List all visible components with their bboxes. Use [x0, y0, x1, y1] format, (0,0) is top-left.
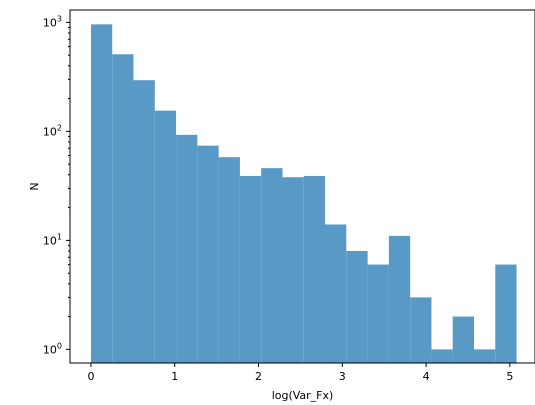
y-tick-exponent: 0	[57, 341, 62, 350]
x-tick-label: 0	[87, 370, 94, 383]
histogram-bar	[452, 316, 475, 363]
y-tick-exponent: 2	[57, 123, 62, 132]
histogram-bar	[431, 349, 453, 363]
histogram-bar	[239, 175, 262, 363]
histogram-bar	[218, 157, 240, 363]
y-tick-label: 101	[43, 232, 62, 247]
histogram-bar	[474, 349, 496, 363]
bars-group	[90, 24, 517, 364]
histogram-bar	[495, 264, 517, 363]
x-tick-label: 3	[339, 370, 346, 383]
x-axis-ticks: 0 1 2 3 4 5	[87, 363, 513, 383]
y-tick-exponent: 3	[57, 14, 62, 23]
histogram-bar	[282, 177, 304, 363]
histogram-bar	[346, 250, 368, 363]
y-tick-base: 10	[43, 234, 57, 247]
histogram-bar	[154, 110, 177, 364]
histogram-bar	[90, 24, 113, 364]
x-tick-label: 4	[423, 370, 430, 383]
histogram-bar	[112, 54, 134, 364]
histogram-bar	[261, 168, 283, 363]
histogram-bar	[176, 134, 198, 363]
x-tick-label: 5	[506, 370, 513, 383]
histogram-bar	[197, 145, 219, 363]
y-tick-label: 100	[43, 341, 62, 356]
histogram-bar	[303, 175, 326, 363]
y-tick-base: 10	[43, 16, 57, 29]
histogram-bar	[325, 224, 347, 363]
y-tick-base: 10	[43, 125, 57, 138]
x-axis-label: log(Var_Fx)	[272, 389, 334, 402]
y-tick-label: 103	[43, 14, 62, 29]
x-tick-label: 2	[255, 370, 262, 383]
y-tick-exponent: 1	[57, 232, 62, 241]
y-tick-label: 102	[43, 123, 62, 138]
histogram-bar	[367, 264, 389, 363]
y-tick-base: 10	[43, 343, 57, 356]
x-tick-label: 1	[171, 370, 178, 383]
histogram-bar	[388, 235, 411, 363]
plot-frame	[69, 9, 535, 364]
histogram-bar	[410, 297, 432, 363]
y-axis-label: N	[28, 182, 41, 190]
histogram-bar	[133, 80, 155, 364]
